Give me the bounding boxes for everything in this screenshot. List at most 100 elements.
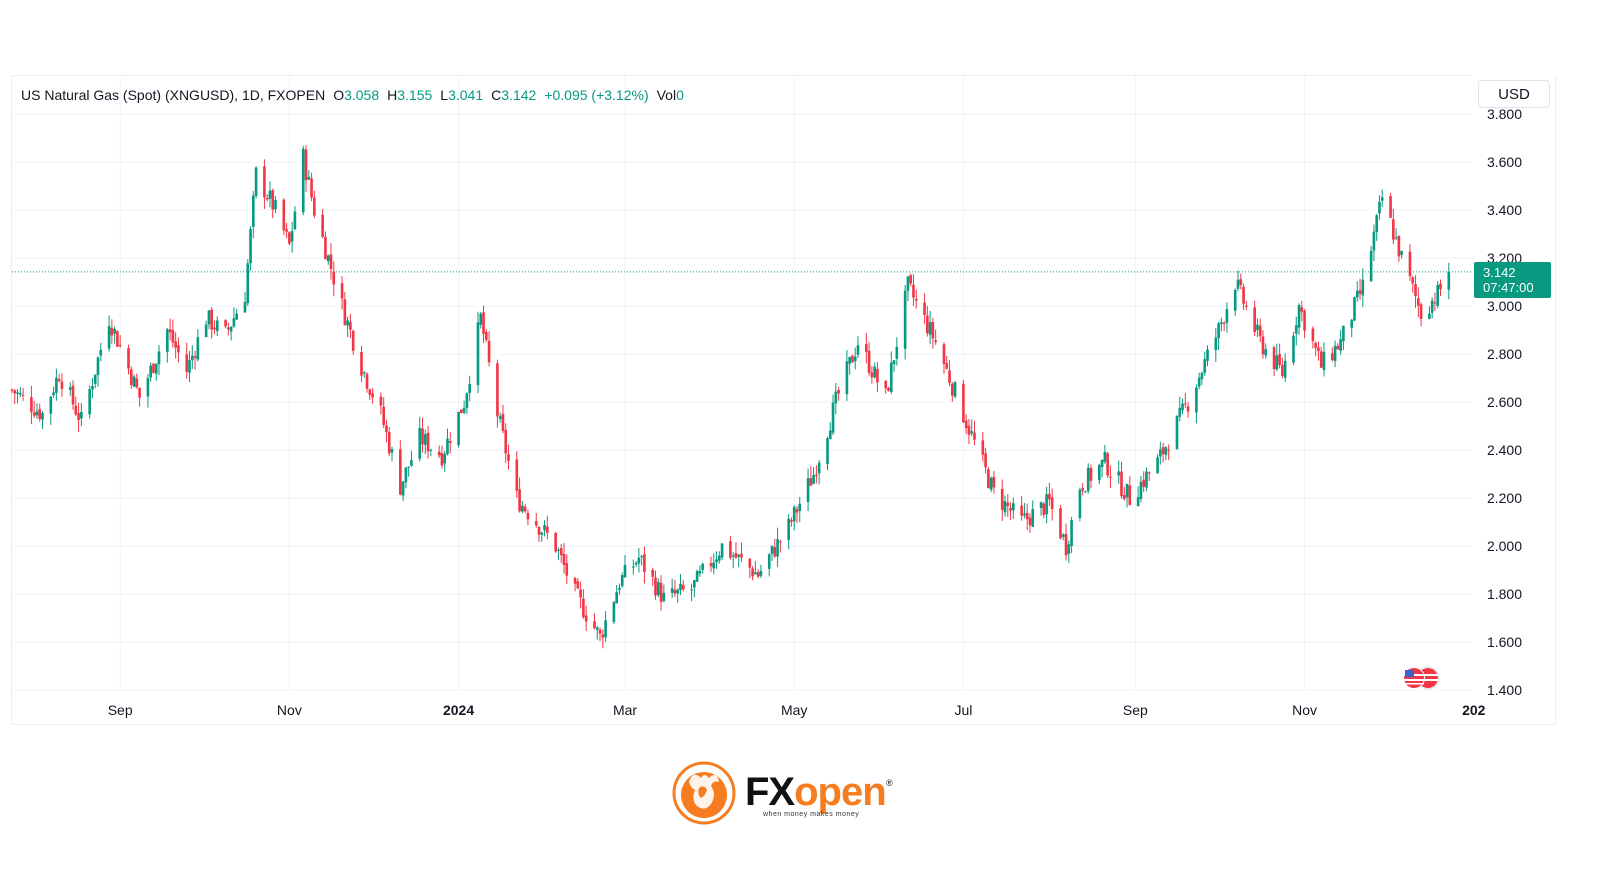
candle-down bbox=[1059, 505, 1062, 540]
candle-up bbox=[1375, 213, 1379, 241]
candle-up bbox=[1225, 302, 1229, 333]
candle-up bbox=[1361, 268, 1365, 308]
candle-up bbox=[293, 206, 297, 231]
candle-body bbox=[604, 620, 607, 638]
candle-body bbox=[185, 354, 189, 373]
candle-up bbox=[229, 326, 233, 341]
candle-up bbox=[1220, 317, 1223, 332]
candle-up bbox=[1294, 316, 1298, 346]
candle-body bbox=[848, 356, 851, 364]
candle-body bbox=[371, 393, 374, 398]
candle-down bbox=[1186, 401, 1190, 418]
currency-button[interactable]: USD bbox=[1478, 80, 1550, 108]
candle-down bbox=[1319, 346, 1323, 368]
candle-down bbox=[654, 570, 657, 600]
candle-down bbox=[285, 222, 288, 239]
candle-down bbox=[950, 381, 954, 402]
candle-up bbox=[1012, 497, 1015, 519]
candle-up bbox=[720, 543, 724, 560]
candle-up bbox=[737, 554, 741, 568]
candle-body bbox=[290, 230, 294, 242]
candle-body bbox=[443, 453, 447, 464]
candle-body bbox=[210, 309, 214, 330]
candle-body bbox=[787, 518, 790, 540]
candle-up bbox=[640, 554, 643, 566]
candle-body bbox=[1139, 481, 1143, 500]
candle-up bbox=[695, 569, 699, 582]
candle-down bbox=[1416, 287, 1420, 318]
candle-body bbox=[662, 592, 666, 601]
candle-body bbox=[740, 553, 743, 558]
candle-down bbox=[1106, 451, 1109, 478]
candle-up bbox=[235, 308, 238, 320]
candle-up bbox=[1400, 250, 1403, 259]
candle-body bbox=[515, 459, 519, 491]
candle-body bbox=[154, 363, 158, 374]
candle-body bbox=[673, 589, 677, 594]
candle-body bbox=[385, 425, 388, 433]
candle-body bbox=[340, 283, 344, 299]
candle-down bbox=[740, 542, 743, 562]
chart-frame bbox=[11, 75, 1556, 725]
candle-down bbox=[385, 419, 388, 443]
candle-body bbox=[362, 372, 366, 374]
candle-body bbox=[1089, 468, 1093, 481]
open-label: O bbox=[333, 87, 345, 103]
candle-down bbox=[13, 389, 17, 404]
candle-body bbox=[368, 389, 372, 395]
candle-body bbox=[1389, 196, 1392, 218]
candle-body bbox=[1416, 298, 1420, 306]
candle-down bbox=[923, 293, 926, 325]
candle-up bbox=[1045, 486, 1048, 524]
candle-down bbox=[1183, 392, 1187, 408]
candle-up bbox=[498, 412, 502, 423]
us-flag-events-icon[interactable] bbox=[1400, 665, 1442, 691]
candle-up bbox=[190, 345, 194, 369]
candle-down bbox=[185, 342, 189, 379]
candle-up bbox=[828, 422, 832, 440]
price-tick-label: 1.600 bbox=[1487, 634, 1522, 650]
candle-up bbox=[107, 315, 111, 352]
candle-down bbox=[1261, 330, 1265, 359]
candle-up bbox=[1156, 454, 1159, 474]
candle-up bbox=[246, 259, 250, 306]
candle-body bbox=[1009, 507, 1012, 511]
candle-down bbox=[282, 198, 286, 236]
candle-up bbox=[215, 316, 219, 336]
candle-body bbox=[809, 478, 813, 486]
candle-up bbox=[1039, 501, 1043, 516]
candle-up bbox=[268, 181, 272, 208]
candle-up bbox=[362, 371, 366, 378]
close-value: 3.142 bbox=[501, 87, 537, 103]
candle-body bbox=[643, 554, 646, 572]
candle-body bbox=[865, 344, 868, 352]
candle-up bbox=[429, 448, 433, 457]
candle-body bbox=[1070, 519, 1073, 547]
candle-up bbox=[154, 363, 158, 381]
candle-body bbox=[1106, 453, 1109, 476]
candle-body bbox=[1245, 305, 1248, 307]
candle-up bbox=[693, 579, 696, 598]
candle-up bbox=[770, 545, 774, 562]
candle-down bbox=[709, 556, 713, 573]
candle-up bbox=[390, 446, 394, 462]
candle-up bbox=[1103, 445, 1107, 464]
candle-down bbox=[152, 362, 155, 374]
low-label: L bbox=[440, 87, 449, 103]
candle-body bbox=[1264, 349, 1268, 356]
time-tick-label: Jul bbox=[954, 702, 972, 718]
candle-body bbox=[967, 425, 971, 435]
candle-body bbox=[950, 383, 954, 396]
candle-body bbox=[1142, 479, 1146, 487]
candle-down bbox=[501, 404, 505, 434]
candle-down bbox=[1042, 502, 1046, 519]
candle-body bbox=[565, 563, 569, 576]
candle-body bbox=[892, 360, 896, 365]
candle-up bbox=[465, 392, 469, 414]
candle-body bbox=[1447, 271, 1451, 290]
candle-body bbox=[13, 390, 17, 394]
candle-up bbox=[1067, 540, 1071, 563]
candle-body bbox=[1084, 491, 1087, 493]
candle-body bbox=[992, 476, 996, 488]
